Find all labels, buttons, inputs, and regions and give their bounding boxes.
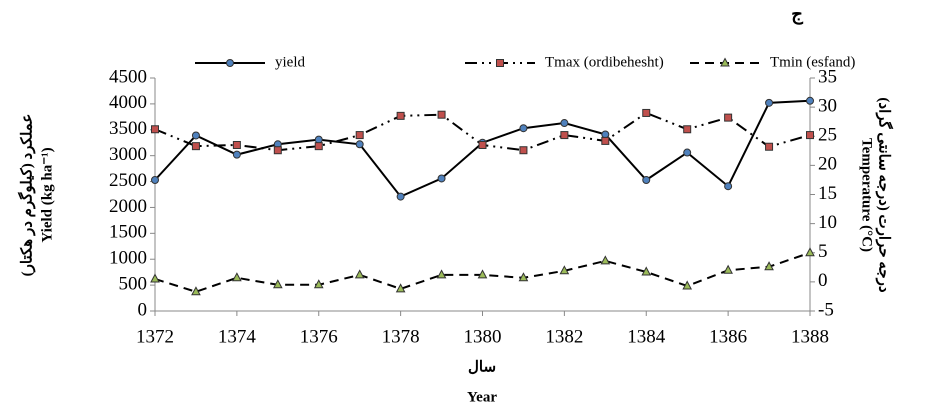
- x-label-fa: سال: [468, 359, 496, 375]
- point: [354, 269, 365, 279]
- point: [682, 280, 693, 290]
- point: [313, 279, 324, 289]
- point: [642, 176, 651, 185]
- y-tick-label: 3000: [109, 144, 147, 165]
- y2-tick-label: 15: [818, 183, 837, 204]
- point: [519, 146, 528, 155]
- y-tick-label: 1500: [109, 222, 147, 243]
- point: [191, 142, 200, 151]
- point: [723, 264, 733, 274]
- point: [437, 174, 446, 183]
- y-label-fa: عملکرد (کیلوگرم در هکتار): [17, 114, 35, 277]
- point: [191, 131, 200, 140]
- y2-tick-label: 35: [818, 66, 837, 87]
- point: [437, 110, 446, 119]
- point: [151, 125, 159, 134]
- point: [150, 273, 160, 283]
- point: [601, 130, 610, 139]
- point: [273, 146, 282, 155]
- y2-label-fa: درجه حرارت (درجه سانتی گراد): [876, 97, 894, 292]
- point: [683, 125, 692, 134]
- point: [232, 272, 242, 282]
- point: [355, 131, 364, 140]
- legend-label: Tmin (esfand): [770, 54, 855, 70]
- y2-tick-label: 5: [818, 241, 828, 262]
- y-tick-label: 0: [138, 299, 148, 320]
- point: [600, 255, 611, 265]
- y-tick-label: 2000: [109, 196, 147, 217]
- point: [805, 247, 815, 257]
- point: [519, 124, 528, 133]
- point: [314, 142, 323, 151]
- legend-marker: [496, 59, 504, 67]
- point: [806, 131, 814, 140]
- x-tick-label: 1376: [300, 326, 338, 347]
- y2-tick-label: 25: [818, 125, 837, 146]
- point: [641, 266, 652, 276]
- y-tick-label: 500: [119, 273, 148, 294]
- point: [642, 108, 651, 117]
- legend-label: yield: [275, 54, 305, 70]
- point: [478, 140, 487, 149]
- point: [560, 119, 569, 128]
- point: [601, 136, 610, 145]
- point: [395, 283, 406, 293]
- y-label: Yield (kg ha⁻¹): [39, 147, 55, 242]
- point: [806, 96, 814, 105]
- y2-tick-label: -5: [818, 299, 834, 320]
- legend-label: Tmax (ordibehesht): [545, 54, 664, 70]
- point: [232, 140, 241, 149]
- point: [560, 131, 569, 140]
- point: [232, 150, 241, 159]
- y-tick-label: 4000: [109, 92, 147, 113]
- y2-tick-label: 0: [818, 270, 828, 291]
- point: [355, 140, 364, 149]
- x-tick-label: 1382: [545, 326, 583, 347]
- point: [765, 142, 774, 151]
- point: [396, 192, 405, 201]
- x-tick-label: 1372: [136, 326, 174, 347]
- y2-tick-label: 30: [818, 95, 837, 116]
- y-tick-label: 3500: [109, 118, 147, 139]
- x-tick-label: 1380: [464, 326, 502, 347]
- point: [191, 286, 201, 296]
- y-tick-label: 2500: [109, 170, 147, 191]
- legend-marker: [720, 57, 730, 67]
- point: [724, 182, 733, 191]
- y2-tick-label: 10: [818, 212, 837, 233]
- x-tick-label: 1384: [627, 326, 666, 347]
- point: [559, 265, 570, 275]
- x-tick-label: 1374: [218, 326, 257, 347]
- y-tick-label: 1000: [109, 248, 147, 269]
- y2-label: Temperature (°C): [859, 138, 875, 252]
- legend-marker: [226, 59, 234, 67]
- point: [151, 176, 159, 185]
- point: [396, 111, 405, 120]
- point: [436, 269, 447, 279]
- y2-tick-label: 20: [818, 154, 837, 175]
- point: [314, 135, 323, 144]
- x-tick-label: 1378: [382, 326, 420, 347]
- point: [683, 148, 692, 157]
- point: [272, 279, 283, 289]
- point: [765, 98, 774, 107]
- point: [764, 261, 774, 271]
- point: [518, 272, 529, 282]
- x-tick-label: 1388: [791, 326, 829, 347]
- chart-title: ج: [791, 4, 803, 25]
- point: [477, 269, 488, 279]
- x-label: Year: [467, 389, 497, 405]
- y-tick-label: 4500: [109, 66, 147, 87]
- point: [724, 113, 733, 122]
- x-tick-label: 1386: [709, 326, 747, 347]
